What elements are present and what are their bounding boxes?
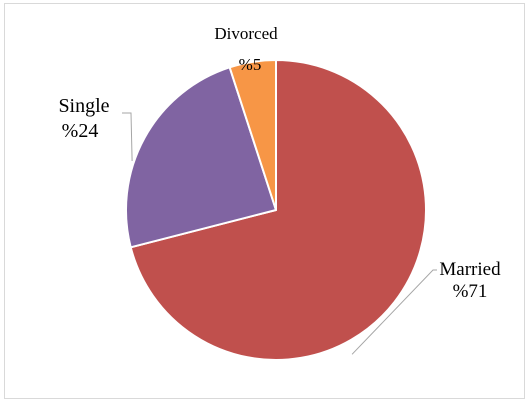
divorced-label: Divorced xyxy=(214,24,278,43)
pie-slice-single xyxy=(125,66,277,249)
single-percent: %24 xyxy=(62,120,99,142)
married-percent: %71 xyxy=(453,281,488,302)
divorced-percent: %5 xyxy=(239,55,262,74)
married-leader-line xyxy=(351,269,437,355)
leader-lines xyxy=(122,112,437,355)
single-leader-line xyxy=(122,112,133,162)
pie-slice-divorced xyxy=(228,59,277,211)
single-label: Single xyxy=(58,95,109,117)
married-label: Married xyxy=(439,259,501,280)
pie-slices xyxy=(125,59,427,361)
pie-slice-married xyxy=(129,59,427,361)
